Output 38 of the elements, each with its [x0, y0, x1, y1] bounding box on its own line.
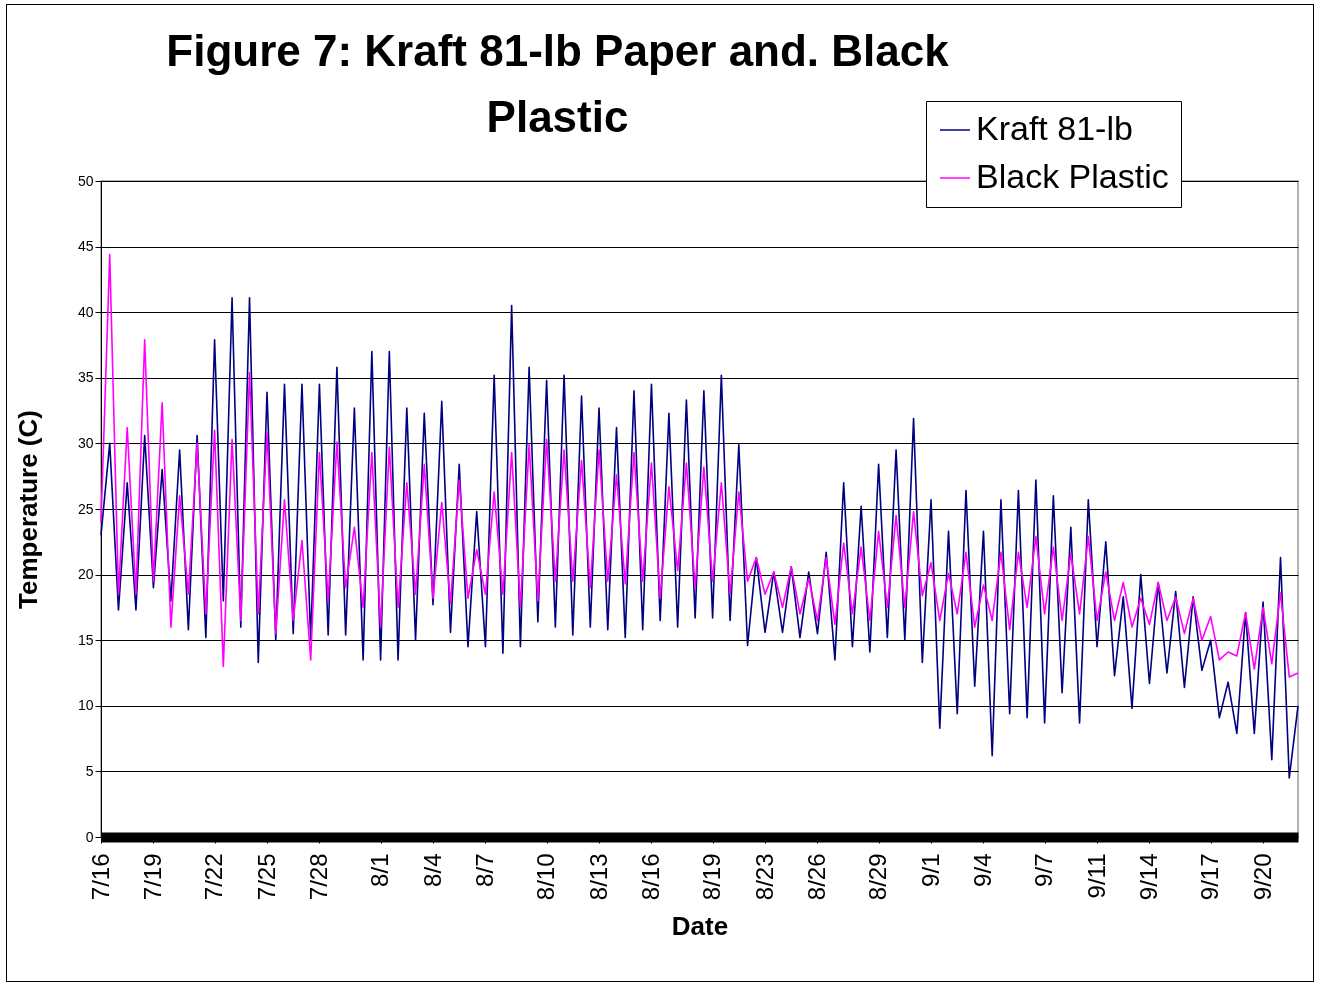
y-tick-label: 35: [77, 369, 94, 386]
x-tick-label: 9/7: [1030, 853, 1058, 887]
x-tick-label: 9/11: [1082, 853, 1110, 899]
y-tick-label: 30: [77, 434, 94, 451]
y-tick-label: 50: [77, 172, 94, 189]
y-tick-label: 15: [77, 631, 94, 648]
x-tick-label: 7/16: [86, 853, 114, 901]
y-tick-label: 0: [85, 828, 94, 845]
x-tick-label: 7/28: [304, 853, 332, 901]
x-tick-label: 8/10: [532, 853, 560, 901]
x-tick-label: 9/20: [1248, 853, 1276, 901]
y-axis-title: Temperature (C): [12, 410, 43, 609]
y-tick-label: 25: [77, 500, 94, 517]
x-tick-label: 8/29: [864, 853, 892, 901]
x-tick-label: 7/22: [200, 853, 228, 901]
y-tick-label: 45: [77, 238, 94, 255]
x-tick-label: 9/4: [968, 853, 996, 887]
y-tick-label: 5: [85, 762, 94, 779]
x-tick-label: 9/14: [1134, 853, 1162, 901]
x-tick-label: 8/19: [698, 853, 726, 901]
x-tick-label: 9/1: [916, 853, 944, 887]
legend-label: Black Plastic: [976, 157, 1169, 195]
x-tick-label: 7/19: [138, 853, 166, 901]
x-tick-label: 8/26: [802, 853, 830, 901]
x-tick-label: 9/17: [1196, 853, 1224, 901]
y-tick-label: 10: [77, 697, 94, 714]
x-tick-label: 8/1: [366, 853, 394, 887]
x-tick-label: 8/4: [418, 853, 446, 887]
chart-title: Figure 7: Kraft 81-lb Paper and. Black Plastic: [166, 25, 950, 141]
x-tick-label: 8/23: [750, 853, 778, 901]
x-tick-label: 8/16: [636, 853, 664, 901]
y-tick-label: 20: [77, 566, 94, 583]
x-tick-label: 7/25: [252, 853, 280, 901]
y-tick-label: 40: [77, 303, 94, 320]
x-axis-title: Date: [671, 911, 729, 942]
x-tick-label: 8/13: [584, 853, 612, 901]
legend-label: Kraft 81-lb: [976, 109, 1133, 147]
x-tick-label: 8/7: [470, 853, 498, 887]
